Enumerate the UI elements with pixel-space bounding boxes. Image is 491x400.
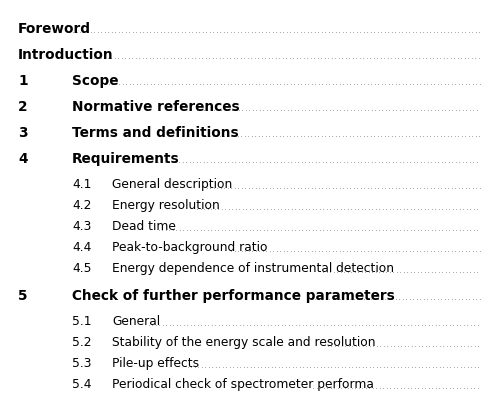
Text: Peak-to-background ratio: Peak-to-background ratio	[112, 241, 268, 254]
Text: Normative references: Normative references	[72, 100, 240, 114]
Text: Dead time: Dead time	[112, 220, 176, 233]
Text: Terms and definitions: Terms and definitions	[72, 126, 239, 140]
Text: Periodical check of spectrometer performa: Periodical check of spectrometer perform…	[112, 378, 374, 391]
Text: 4.2: 4.2	[72, 199, 91, 212]
Text: Scope: Scope	[72, 74, 118, 88]
Text: Requirements: Requirements	[72, 152, 180, 166]
Text: Pile-up effects: Pile-up effects	[112, 357, 199, 370]
Text: 5.2: 5.2	[72, 336, 91, 349]
Text: Stability of the energy scale and resolution: Stability of the energy scale and resolu…	[112, 336, 376, 349]
Text: General description: General description	[112, 178, 232, 191]
Text: 5.4: 5.4	[72, 378, 91, 391]
Text: 5: 5	[18, 289, 27, 303]
Text: Energy dependence of instrumental detection: Energy dependence of instrumental detect…	[112, 262, 394, 275]
Text: Check of further performance parameters: Check of further performance parameters	[72, 289, 395, 303]
Text: Energy resolution: Energy resolution	[112, 199, 220, 212]
Text: 2: 2	[18, 100, 27, 114]
Text: 3: 3	[18, 126, 27, 140]
Text: General: General	[112, 315, 160, 328]
Text: Foreword: Foreword	[18, 22, 91, 36]
Text: 1: 1	[18, 74, 27, 88]
Text: 4.5: 4.5	[72, 262, 91, 275]
Text: 5.1: 5.1	[72, 315, 91, 328]
Text: 5.3: 5.3	[72, 357, 91, 370]
Text: 4.4: 4.4	[72, 241, 91, 254]
Text: 4: 4	[18, 152, 27, 166]
Text: 4.3: 4.3	[72, 220, 91, 233]
Text: 4.1: 4.1	[72, 178, 91, 191]
Text: Introduction: Introduction	[18, 48, 113, 62]
